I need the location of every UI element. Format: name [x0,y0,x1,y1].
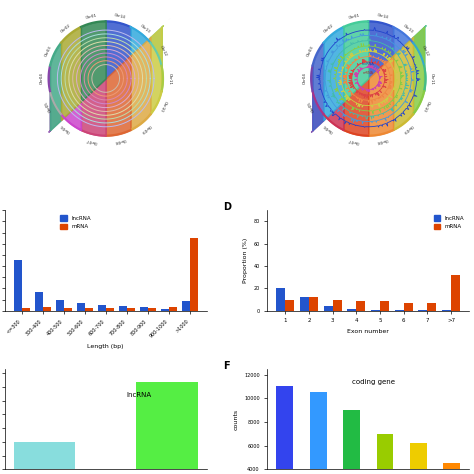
Bar [190,238,198,310]
Bar [14,260,22,310]
Text: Chr10: Chr10 [421,100,430,112]
Bar [64,308,72,310]
Text: lncRNA: lncRNA [126,392,151,398]
Bar [380,301,389,310]
Bar [300,297,309,310]
X-axis label: Exon number: Exon number [347,329,389,334]
Bar [77,303,85,310]
Bar [14,442,75,474]
Text: Chr03: Chr03 [44,45,53,57]
Legend: lncRNA, mRNA: lncRNA, mRNA [431,213,466,232]
Text: F: F [223,361,229,371]
Bar [410,443,427,474]
Text: Chr08: Chr08 [114,137,126,144]
Bar [451,275,460,310]
Text: coding gene: coding gene [352,379,395,385]
Bar [310,392,327,474]
Bar [276,386,293,474]
Bar [127,308,135,310]
Text: Chr14: Chr14 [376,13,389,19]
Text: Chr14: Chr14 [114,13,126,19]
Text: Chr01: Chr01 [85,13,98,19]
Bar [118,306,127,310]
X-axis label: Length (bp): Length (bp) [88,344,124,349]
Text: Chr01: Chr01 [348,13,360,19]
Bar [428,303,437,310]
Bar [22,308,30,310]
Y-axis label: counts: counts [234,409,238,429]
Bar [98,305,106,310]
Text: Chr11: Chr11 [430,73,434,84]
Text: Chr02: Chr02 [323,23,335,34]
Text: Chr05: Chr05 [44,100,53,112]
Text: mRNA: mRNA [363,71,374,74]
Text: Chr02: Chr02 [60,23,72,34]
Bar [276,288,285,310]
Bar [343,410,360,474]
Text: Chr07: Chr07 [348,137,360,144]
Text: Chr06: Chr06 [323,123,335,134]
Bar [35,292,43,310]
Text: Chr09: Chr09 [402,123,414,134]
Legend: lncRNA, mRNA: lncRNA, mRNA [58,213,93,232]
Text: Chr11: Chr11 [167,73,172,84]
Bar [137,383,198,474]
Bar [324,306,333,310]
Y-axis label: Proportion (%): Proportion (%) [243,238,248,283]
Bar [140,307,147,310]
Bar [356,301,365,310]
Bar [404,303,413,310]
Bar [333,300,342,310]
Bar [347,309,356,310]
Bar [285,300,294,310]
Bar [106,308,114,310]
Text: Chr03: Chr03 [307,45,315,57]
Text: Chr08: Chr08 [376,137,389,144]
Text: Chr06: Chr06 [60,123,72,134]
Text: Chr10: Chr10 [159,100,167,112]
Text: Chr13: Chr13 [139,23,151,34]
Bar [43,307,51,310]
Text: Chr05: Chr05 [307,100,315,112]
Bar [169,307,177,310]
Text: Chr04: Chr04 [40,73,44,84]
Bar [182,301,190,310]
Text: Chr07: Chr07 [85,137,98,144]
Bar [56,300,64,310]
Text: Chr04: Chr04 [302,73,307,84]
Text: lncRNA: lncRNA [362,62,374,66]
Text: Chr09: Chr09 [139,123,151,134]
Text: Chr12: Chr12 [159,45,167,57]
Text: Chr12: Chr12 [421,45,430,57]
Text: Chr13: Chr13 [402,23,414,34]
Bar [85,308,93,310]
Text: D: D [223,202,231,212]
Bar [309,297,318,310]
Bar [161,309,169,310]
Bar [443,464,460,474]
Bar [377,434,393,474]
Bar [147,309,155,310]
